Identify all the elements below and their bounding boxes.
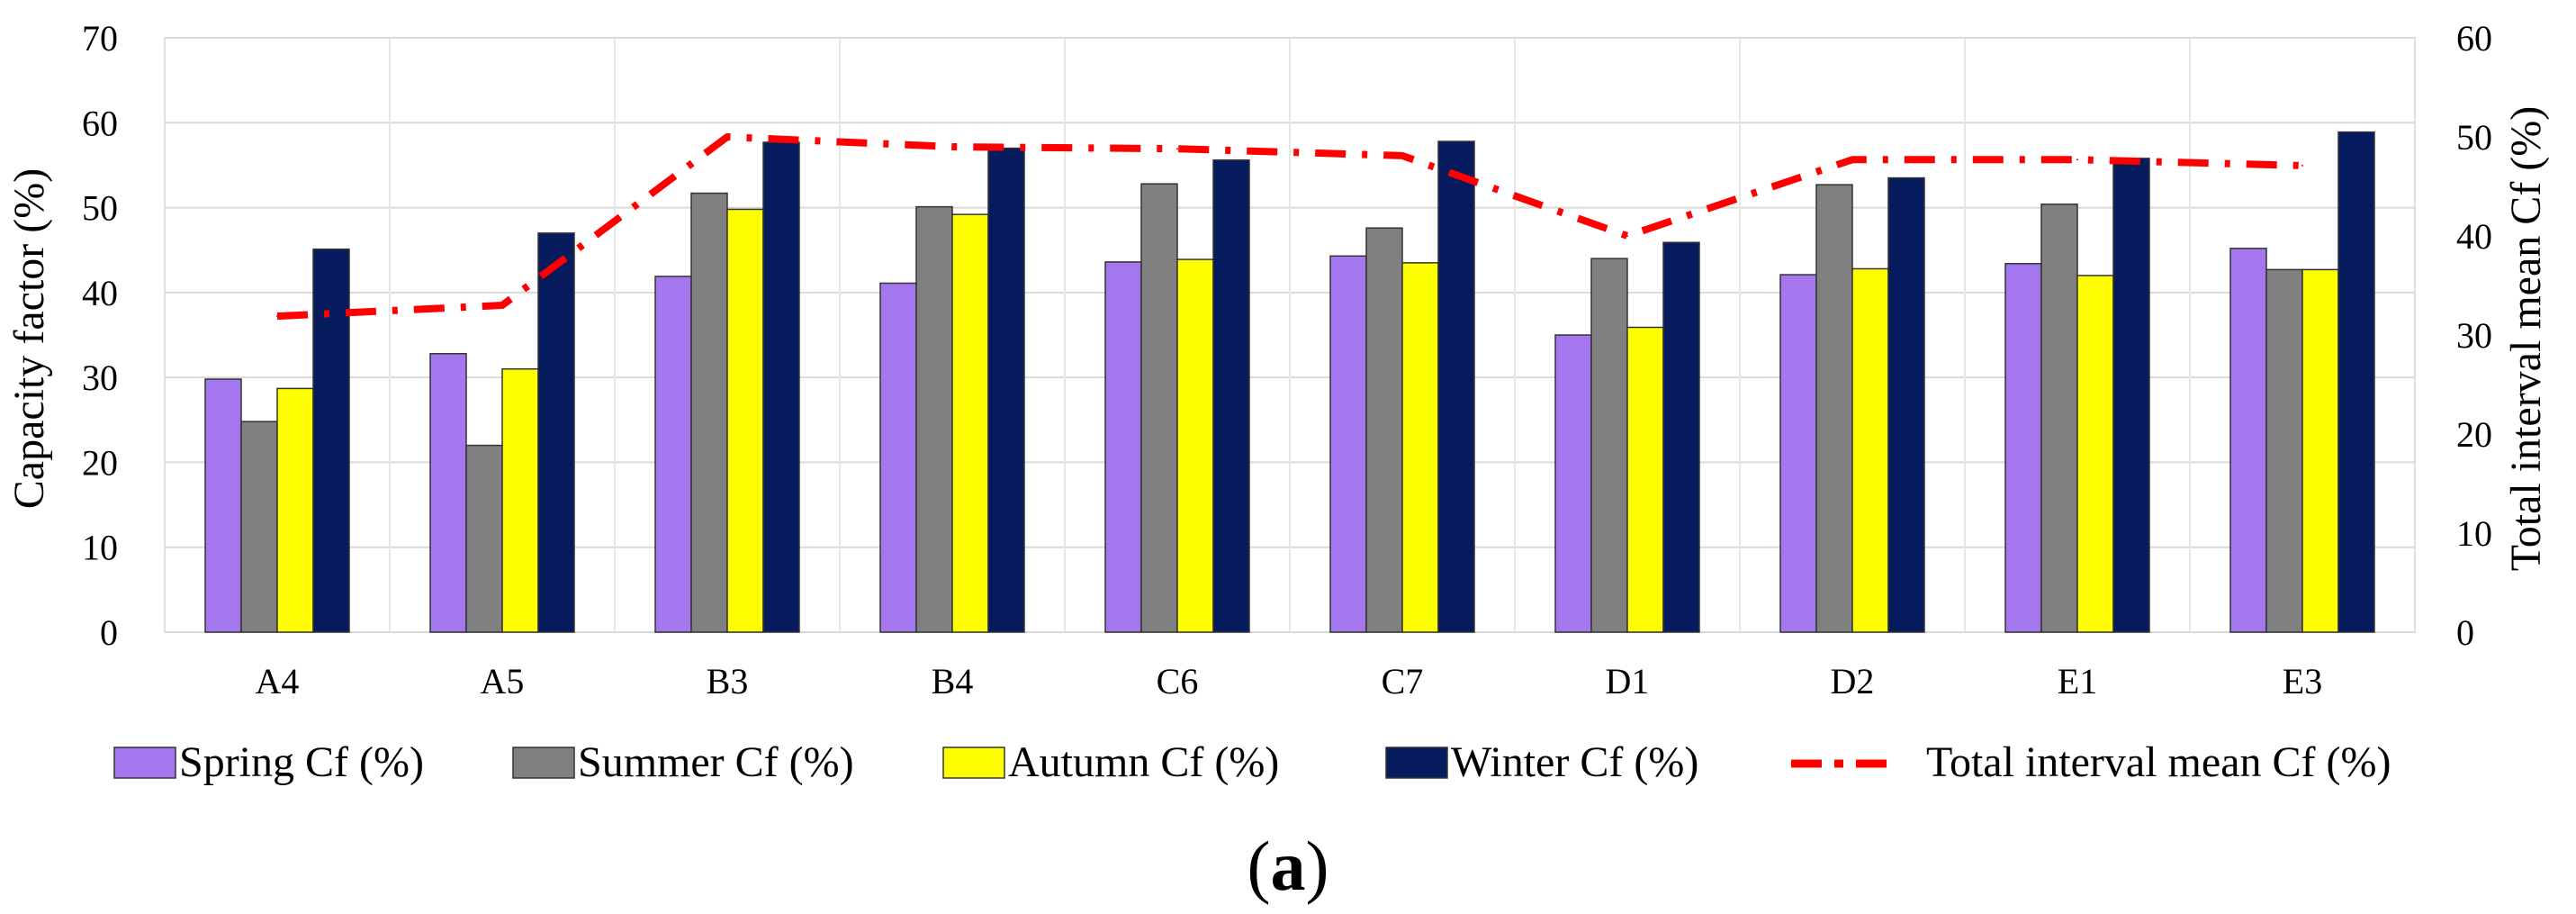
legend-label-spring: Spring Cf (%)	[179, 738, 424, 786]
legend-swatch-winter	[1385, 747, 1448, 779]
y-axis-title-right: Total interval mean Cf (%)	[2502, 106, 2550, 571]
bar-B4-autumn	[951, 213, 989, 633]
bar-E3-summer	[2265, 268, 2303, 633]
y-tick-left-40: 40	[82, 273, 118, 313]
bar-B4-spring	[879, 282, 917, 633]
y-tick-left-10: 10	[82, 528, 118, 568]
bar-A4-spring	[204, 378, 242, 633]
y-tick-left-70: 70	[82, 18, 118, 59]
mean-cf-point-D1	[1626, 235, 1628, 237]
legend-label-mean: Total interval mean Cf (%)	[1926, 738, 2391, 786]
x-tick-C7: C7	[1382, 661, 1424, 701]
bar-E3-winter	[2337, 131, 2375, 633]
bar-D2-summer	[1815, 184, 1853, 633]
y-axis-title-left: Capacity factor (%)	[5, 168, 53, 509]
x-tick-A4: A4	[256, 661, 300, 701]
bar-A5-winter	[537, 232, 575, 633]
y-tick-right-0: 0	[2456, 612, 2474, 653]
bar-B3-winter	[762, 141, 800, 633]
x-tick-E1: E1	[2058, 661, 2097, 701]
legend-label-winter: Winter Cf (%)	[1451, 738, 1698, 786]
x-tick-E3: E3	[2283, 661, 2322, 701]
bar-D1-spring	[1554, 334, 1592, 633]
legend-swatch-summer	[512, 747, 575, 779]
bar-A4-summer	[240, 421, 278, 633]
y-tick-right-30: 30	[2456, 315, 2492, 356]
mean-cf-point-E3	[2301, 164, 2303, 167]
y-tick-left-30: 30	[82, 357, 118, 398]
y-tick-right-10: 10	[2456, 513, 2492, 554]
bar-D1-autumn	[1626, 326, 1664, 633]
legend-label-summer: Summer Cf (%)	[578, 738, 854, 786]
x-tick-B4: B4	[932, 661, 974, 701]
axes: 0 10 20 30 40 50 60 70 0 10 20 30 40 50 60 A4 A5 B3 B4 C6 C7…	[82, 18, 2492, 701]
bar-D2-autumn	[1851, 267, 1889, 633]
bar-A4-autumn	[276, 387, 314, 633]
bar-E1-summer	[2040, 204, 2078, 633]
mean-cf-point-D2	[1851, 158, 1853, 161]
bar-C6-summer	[1140, 183, 1178, 633]
bar-C6-autumn	[1176, 258, 1214, 633]
bar-B4-summer	[915, 205, 953, 633]
bar-A5-autumn	[501, 367, 539, 633]
mean-cf-point-C7	[1401, 154, 1403, 157]
bar-C7-winter	[1437, 140, 1475, 633]
mean-cf-point-C6	[1176, 148, 1178, 150]
bar-C7-spring	[1329, 255, 1367, 633]
bar-B3-spring	[654, 276, 692, 633]
x-tick-D2: D2	[1831, 661, 1875, 701]
bar-C7-summer	[1365, 227, 1403, 633]
bar-E1-winter	[2112, 158, 2150, 633]
bar-B3-autumn	[726, 208, 764, 633]
y-tick-right-20: 20	[2456, 414, 2492, 455]
bars	[204, 131, 2375, 633]
legend-label-autumn: Autumn Cf (%)	[1008, 738, 1279, 786]
mean-cf-point-A5	[501, 304, 503, 306]
legend-swatch-autumn	[942, 747, 1005, 779]
bar-D2-winter	[1887, 176, 1925, 633]
mean-cf-point-B4	[951, 146, 953, 148]
y-tick-right-60: 60	[2456, 18, 2492, 59]
mean-cf-point-A4	[276, 315, 278, 318]
bar-E3-spring	[2229, 248, 2267, 633]
bar-E1-autumn	[2076, 275, 2114, 633]
legend-swatch-spring	[113, 747, 176, 779]
bar-A4-winter	[312, 249, 350, 633]
bar-E3-autumn	[2301, 268, 2339, 633]
y-tick-left-60: 60	[82, 103, 118, 143]
bar-E1-spring	[2004, 263, 2042, 633]
y-tick-right-40: 40	[2456, 216, 2492, 257]
bar-D1-summer	[1590, 258, 1628, 633]
mean-cf-point-E1	[2076, 158, 2078, 161]
bar-B3-summer	[690, 192, 728, 633]
mean-cf-line	[276, 133, 2303, 321]
y-tick-left-0: 0	[100, 612, 118, 653]
x-tick-D1: D1	[1606, 661, 1650, 701]
bar-A5-spring	[429, 352, 467, 633]
bar-D1-winter	[1662, 241, 1700, 633]
bar-C6-spring	[1104, 261, 1142, 633]
x-tick-B3: B3	[707, 661, 749, 701]
bar-B4-winter	[987, 147, 1025, 633]
legend: Spring Cf (%) Summer Cf (%) Autumn Cf (%) W…	[113, 738, 2391, 786]
y-tick-left-20: 20	[82, 442, 118, 483]
bar-A5-summer	[465, 444, 503, 633]
x-tick-A5: A5	[481, 661, 525, 701]
y-tick-right-50: 50	[2456, 117, 2492, 158]
mean-line	[276, 133, 2303, 321]
figure-caption: (a)	[1247, 827, 1329, 905]
bar-C6-winter	[1212, 159, 1250, 633]
mean-cf-point-B3	[726, 136, 728, 138]
x-tick-C6: C6	[1157, 661, 1199, 701]
y-tick-left-50: 50	[82, 188, 118, 229]
bar-D2-spring	[1779, 274, 1817, 633]
bar-C7-autumn	[1401, 262, 1439, 633]
